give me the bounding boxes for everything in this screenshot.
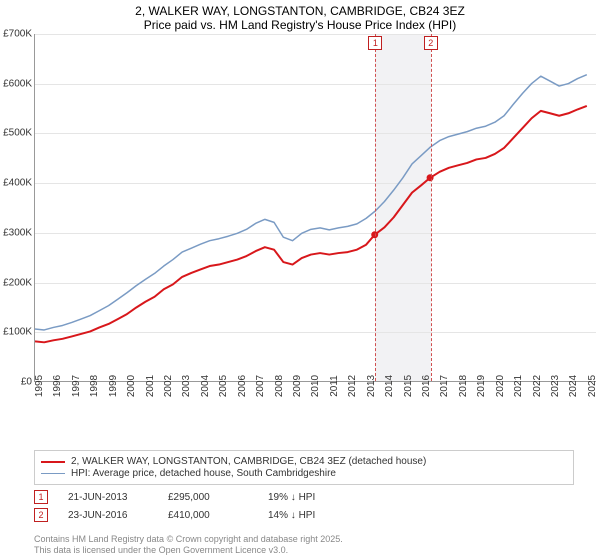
y-axis-label: £100K	[0, 327, 32, 338]
event-delta-1: 19% ↓ HPI	[268, 492, 348, 503]
event-delta-2: 14% ↓ HPI	[268, 510, 348, 521]
attribution: Contains HM Land Registry data © Crown c…	[34, 534, 343, 556]
legend-item-hpi: HPI: Average price, detached house, Sout…	[41, 468, 567, 479]
event-date-2: 23-JUN-2016	[68, 510, 148, 521]
y-axis-label: £500K	[0, 128, 32, 139]
marker-box-2: 2	[424, 36, 438, 50]
y-axis-label: £200K	[0, 277, 32, 288]
marker-box-1: 1	[368, 36, 382, 50]
attribution-line-2: This data is licensed under the Open Gov…	[34, 545, 343, 556]
event-price-2: £410,000	[168, 510, 248, 521]
plot-area: 12	[34, 34, 596, 382]
marker-line-2	[431, 34, 432, 381]
event-marker-1: 1	[34, 490, 48, 504]
title-block: 2, WALKER WAY, LONGSTANTON, CAMBRIDGE, C…	[0, 0, 600, 33]
y-axis-label: £600K	[0, 78, 32, 89]
event-row-1: 1 21-JUN-2013 £295,000 19% ↓ HPI	[34, 490, 574, 504]
y-axis-label: £0	[0, 377, 32, 388]
legend-label-hpi: HPI: Average price, detached house, Sout…	[71, 468, 336, 479]
legend-label-price-paid: 2, WALKER WAY, LONGSTANTON, CAMBRIDGE, C…	[71, 456, 426, 467]
y-axis-label: £700K	[0, 29, 32, 40]
chart-title-2: Price paid vs. HM Land Registry's House …	[0, 18, 600, 32]
legend-swatch-price-paid	[41, 461, 65, 463]
event-row-2: 2 23-JUN-2016 £410,000 14% ↓ HPI	[34, 508, 574, 522]
chart-container: 2, WALKER WAY, LONGSTANTON, CAMBRIDGE, C…	[0, 0, 600, 560]
marker-line-1	[375, 34, 376, 381]
legend: 2, WALKER WAY, LONGSTANTON, CAMBRIDGE, C…	[34, 450, 574, 485]
series-price_paid	[35, 106, 587, 342]
x-axis-label: 2025	[587, 375, 600, 397]
event-date-1: 21-JUN-2013	[68, 492, 148, 503]
chart-area: 12 £0£100K£200K£300K£400K£500K£600K£700K…	[0, 34, 600, 414]
chart-title-1: 2, WALKER WAY, LONGSTANTON, CAMBRIDGE, C…	[0, 4, 600, 18]
event-marker-2: 2	[34, 508, 48, 522]
event-price-1: £295,000	[168, 492, 248, 503]
y-axis-label: £300K	[0, 227, 32, 238]
legend-swatch-hpi	[41, 473, 65, 475]
y-axis-label: £400K	[0, 178, 32, 189]
chart-svg	[35, 34, 596, 381]
attribution-line-1: Contains HM Land Registry data © Crown c…	[34, 534, 343, 545]
events-table: 1 21-JUN-2013 £295,000 19% ↓ HPI 2 23-JU…	[34, 490, 574, 526]
legend-item-price-paid: 2, WALKER WAY, LONGSTANTON, CAMBRIDGE, C…	[41, 456, 567, 467]
series-hpi	[35, 75, 587, 330]
